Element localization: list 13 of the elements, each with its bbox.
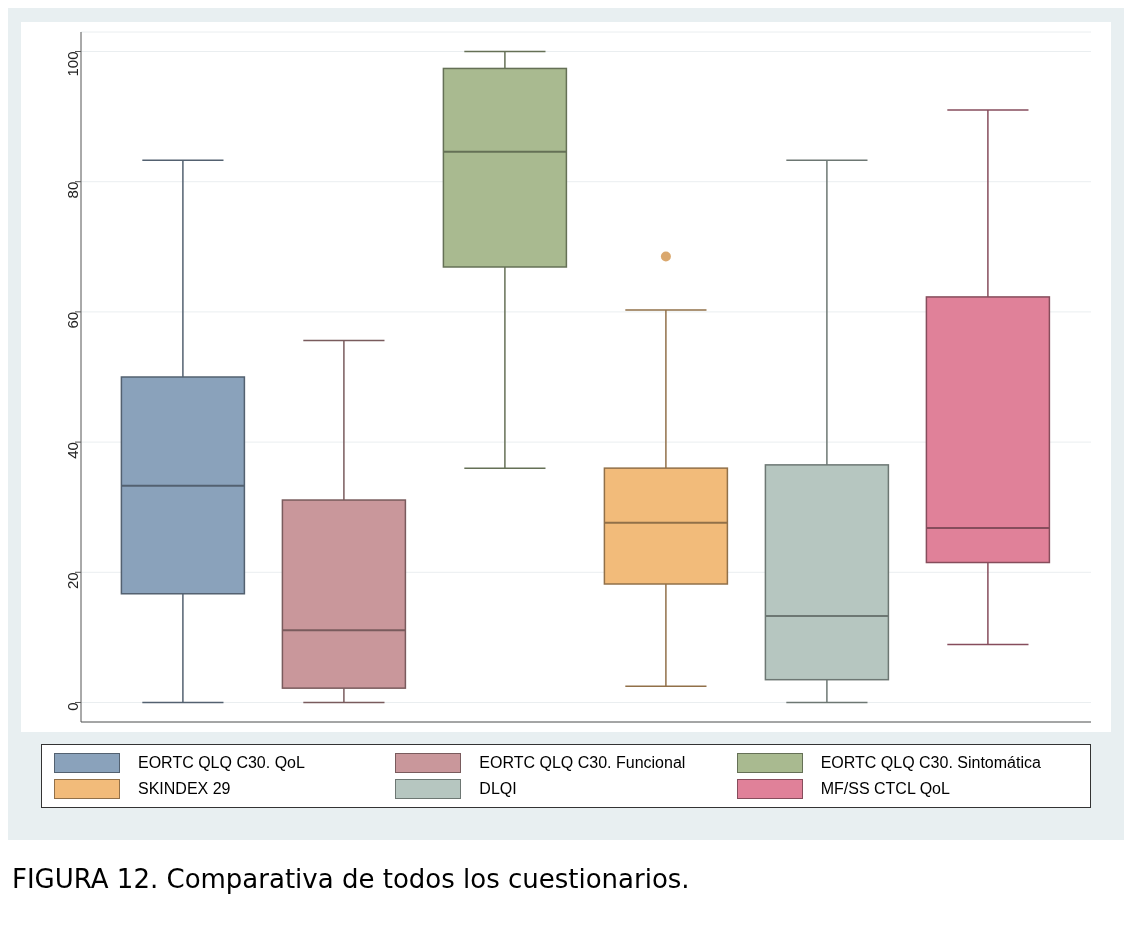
legend-label: EORTC QLQ C30. QoL — [138, 754, 305, 772]
legend-label: MF/SS CTCL QoL — [820, 780, 950, 798]
y-tick-label: 100 — [64, 51, 82, 77]
y-tick-label: 40 — [64, 442, 82, 459]
legend-label: DLQI — [479, 780, 517, 798]
legend-label: SKINDEX 29 — [138, 780, 231, 798]
text: FIGURA 12. Comparativa de todos los cuestionarios. — [11, 863, 691, 894]
y-tick-label: 0 — [64, 702, 82, 711]
y-tick-label: 20 — [64, 572, 82, 589]
legend-label: EORTC QLQ C30. Sintomática — [820, 754, 1041, 772]
legend-label: EORTC QLQ C30. Funcional — [479, 754, 686, 772]
y-tick-label: 80 — [64, 181, 82, 199]
y-tick-label: 60 — [64, 311, 82, 329]
